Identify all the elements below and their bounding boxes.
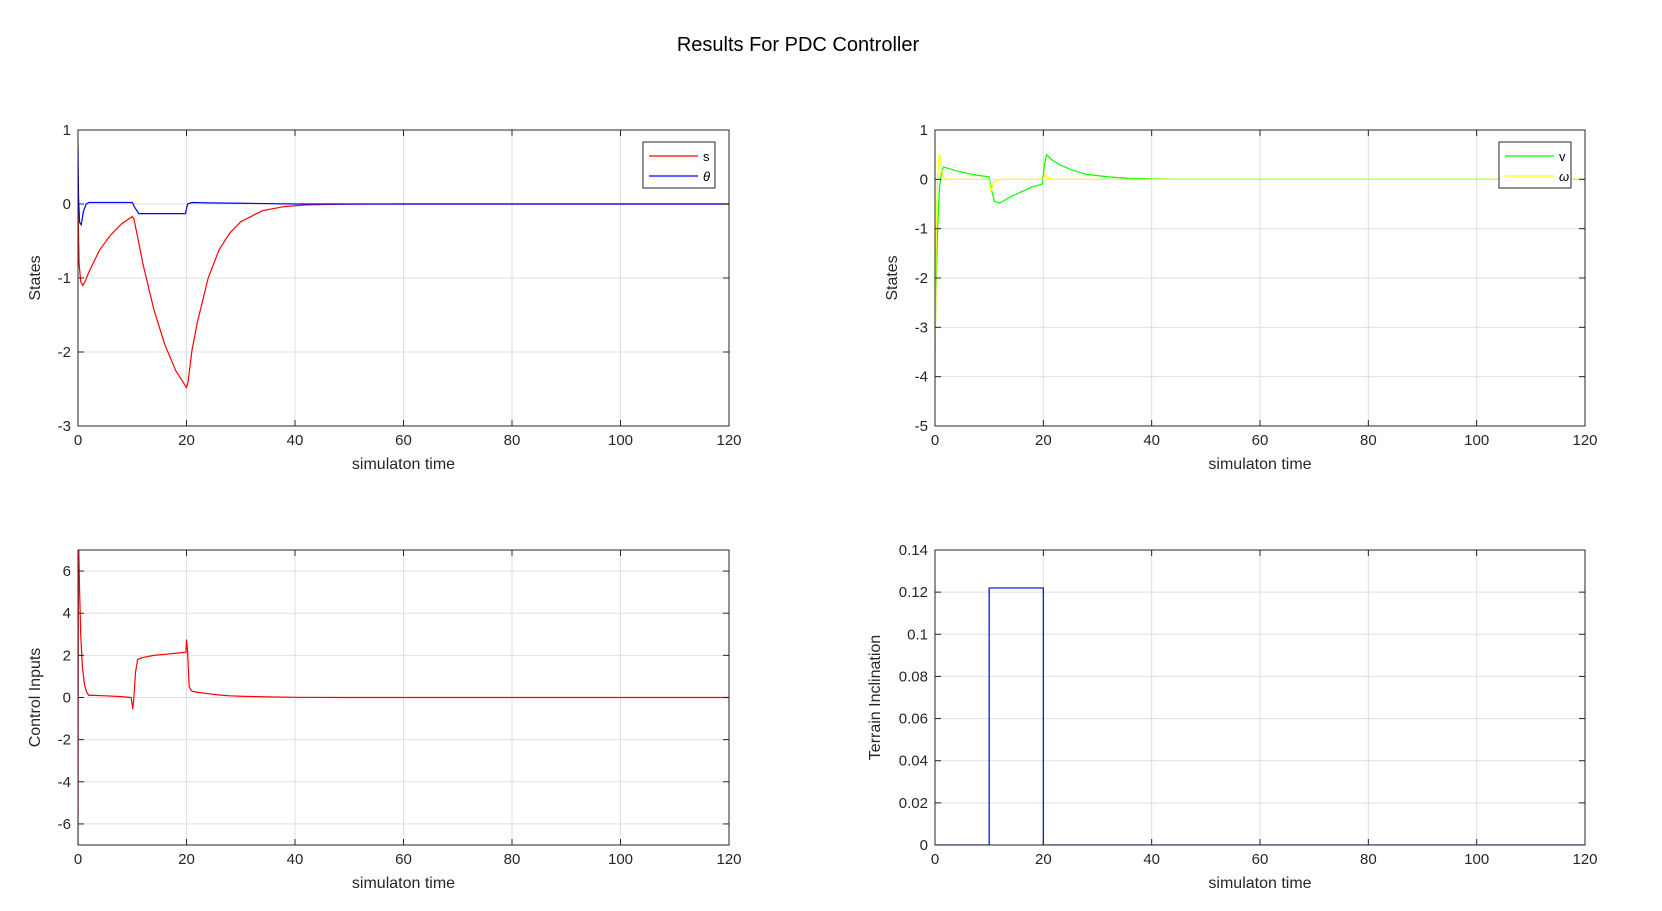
y-tick-label: 2	[63, 647, 71, 664]
x-tick-label: 20	[178, 851, 195, 868]
x-axis-label: simulaton time	[352, 456, 455, 473]
y-tick-label: 6	[63, 563, 71, 580]
subplot-bottom-right: 0 20 40 60 80 100 120 0 0.02 0.04 0.06 0.08 0.1 0.12 0…	[867, 542, 1598, 892]
x-tick-label: 0	[74, 851, 82, 868]
x-tick-label: 80	[504, 432, 521, 449]
x-tick-label: 40	[287, 432, 304, 449]
y-tick-label: 0	[63, 196, 71, 213]
subplot-top-right: 0 20 40 60 80 100 120 -5 -4 -3 -2 -1 0 1 simulaton tim…	[884, 122, 1598, 473]
x-tick-label: 60	[1252, 851, 1269, 868]
x-tick-label: 20	[1035, 432, 1052, 449]
y-tick-label: 1	[63, 122, 71, 139]
y-tick-label: -5	[915, 418, 928, 435]
y-tick-label: 0.08	[899, 668, 928, 685]
legend-label: θ	[703, 169, 710, 184]
y-tick-label: -2	[58, 732, 71, 749]
y-tick-label: 0.12	[899, 584, 928, 601]
x-tick-label: 40	[287, 851, 304, 868]
y-tick-label: 0	[63, 690, 71, 707]
x-tick-label: 100	[608, 432, 633, 449]
y-tick-label: 0.06	[899, 711, 928, 728]
y-tick-label: -4	[915, 369, 928, 386]
x-tick-label: 120	[716, 432, 741, 449]
x-tick-label: 100	[608, 851, 633, 868]
legend-box	[642, 141, 716, 189]
y-tick-label: -3	[58, 418, 71, 435]
x-tick-label: 40	[1143, 432, 1160, 449]
legend-label: v	[1559, 149, 1566, 164]
x-tick-label: 80	[504, 851, 521, 868]
x-axis-label: simulaton time	[1208, 456, 1311, 473]
series-line-series	[935, 587, 1585, 845]
figure-title: Results For PDC Controller	[677, 34, 920, 56]
x-tick-label: 40	[1143, 851, 1160, 868]
y-tick-label: 0.02	[899, 795, 928, 812]
x-tick-label: 100	[1464, 851, 1489, 868]
y-tick-label: -3	[915, 319, 928, 336]
x-tick-label: 120	[1572, 851, 1597, 868]
y-tick-label: -2	[915, 270, 928, 287]
x-axis-label: simulaton time	[1208, 875, 1311, 892]
y-tick-label: -1	[915, 221, 928, 238]
y-axis-label: States	[27, 255, 44, 300]
x-axis-label: simulaton time	[352, 875, 455, 892]
x-tick-label: 20	[178, 432, 195, 449]
x-tick-label: 60	[395, 851, 412, 868]
x-tick-label: 20	[1035, 851, 1052, 868]
subplot-bottom-left: 0 20 40 60 80 100 120 -6 -4 -2 0 2 4 6 simulaton time C…	[27, 549, 742, 892]
legend: vω	[1498, 141, 1572, 189]
x-tick-label: 0	[74, 432, 82, 449]
legend-label: s	[703, 149, 710, 164]
y-tick-label: -2	[58, 344, 71, 361]
y-axis-label: Terrain Inclination	[867, 635, 884, 760]
y-tick-label: -4	[58, 774, 71, 791]
y-tick-label: 1	[920, 122, 928, 139]
series-line-series2	[935, 154, 1585, 377]
x-tick-label: 60	[1252, 432, 1269, 449]
y-tick-label: 0.1	[907, 626, 928, 643]
y-axis-label: States	[884, 255, 901, 300]
y-tick-label: 0	[920, 837, 928, 854]
x-tick-label: 100	[1464, 432, 1489, 449]
y-tick-label: 4	[63, 605, 71, 622]
x-tick-label: 80	[1360, 851, 1377, 868]
y-tick-label: 0	[920, 171, 928, 188]
x-tick-label: 120	[1572, 432, 1597, 449]
y-tick-label: 0.04	[899, 753, 928, 770]
legend-label: ω	[1559, 169, 1569, 184]
series-line-series	[78, 550, 729, 845]
x-tick-label: 0	[931, 851, 939, 868]
x-tick-label: 80	[1360, 432, 1377, 449]
series-line-series1	[935, 153, 1585, 353]
x-tick-label: 60	[395, 432, 412, 449]
x-tick-label: 0	[931, 432, 939, 449]
x-tick-label: 120	[716, 851, 741, 868]
y-tick-label: -6	[58, 816, 71, 833]
y-axis-label: Control Inputs	[27, 648, 44, 748]
subplot-top-left: 0 20 40 60 80 100 120 -3 -2 -1 0 1 simulaton time Sta…	[27, 122, 742, 473]
series-line-series2	[78, 144, 729, 227]
legend-box	[1498, 141, 1572, 189]
y-tick-label: -1	[58, 270, 71, 287]
legend: sθ	[642, 141, 716, 189]
y-tick-label: 0.14	[899, 542, 928, 559]
